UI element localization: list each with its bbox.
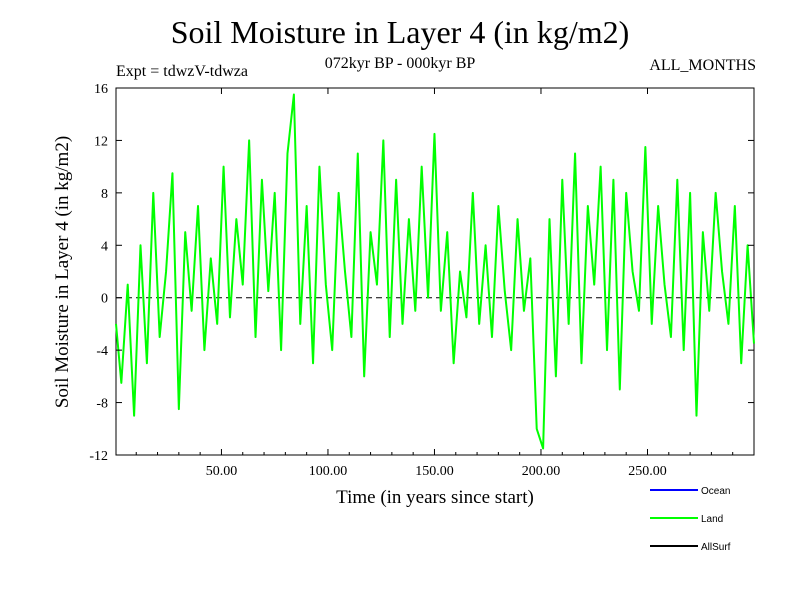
y-tick-label: 4 bbox=[101, 239, 108, 254]
ticks-layer: -12 -8 -4 0 4 8 12 16 50.00 100.00 150.00 200.00 250… bbox=[89, 82, 754, 479]
y-tick-label: 0 bbox=[101, 292, 108, 307]
series-line-land bbox=[115, 93, 755, 450]
x-tick-label: 150.00 bbox=[415, 464, 454, 479]
legend-label-land: Land bbox=[701, 514, 723, 525]
x-tick-label: 50.00 bbox=[206, 464, 238, 479]
y-tick-label: -12 bbox=[89, 449, 108, 464]
x-tick-label: 200.00 bbox=[522, 464, 561, 479]
y-tick-label: -4 bbox=[96, 344, 108, 359]
x-tick-label: 100.00 bbox=[309, 464, 348, 479]
chart-title: Soil Moisture in Layer 4 (in kg/m2) bbox=[170, 14, 630, 50]
legend-label-allsurf: AllSurf bbox=[701, 542, 731, 553]
legend: Ocean Land AllSurf bbox=[650, 486, 731, 553]
plot-frame bbox=[115, 87, 755, 456]
y-axis-label: Soil Moisture in Layer 4 (in kg/m2) bbox=[52, 136, 73, 408]
legend-label-ocean: Ocean bbox=[701, 486, 730, 497]
series-layer bbox=[115, 93, 755, 450]
x-axis-label: Time (in years since start) bbox=[336, 487, 534, 508]
y-tick-label: 12 bbox=[94, 134, 108, 149]
x-tick-label: 250.00 bbox=[628, 464, 667, 479]
chart-subtitle: 072kyr BP - 000kyr BP bbox=[324, 55, 476, 72]
y-tick-label: 8 bbox=[101, 187, 108, 202]
months-label: ALL_MONTHS bbox=[649, 57, 756, 74]
y-tick-label: 16 bbox=[94, 82, 108, 97]
y-tick-label: -8 bbox=[96, 397, 108, 412]
experiment-label: Expt = tdwzV-tdwza bbox=[116, 63, 248, 80]
